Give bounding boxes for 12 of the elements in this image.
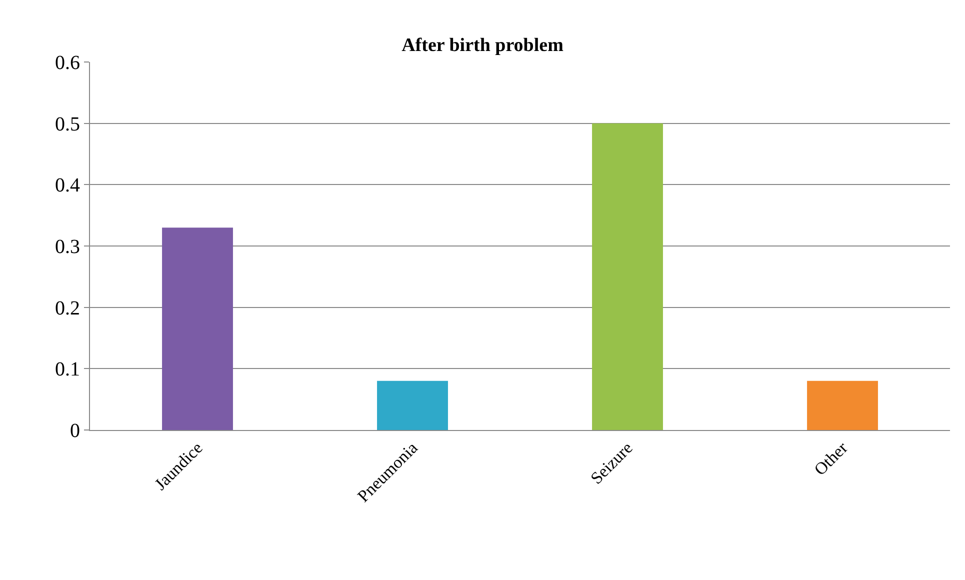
bar bbox=[592, 123, 663, 430]
y-tick-label: 0.2 bbox=[55, 297, 80, 320]
bar bbox=[377, 380, 448, 430]
y-tick-label: 0.6 bbox=[55, 52, 80, 74]
y-tick-label: 0.5 bbox=[55, 113, 80, 136]
y-tick-label: 0.3 bbox=[55, 236, 80, 258]
y-tick-label: 0.4 bbox=[55, 174, 80, 197]
chart-title: After birth problem bbox=[402, 35, 564, 56]
y-tick-label: 0 bbox=[70, 420, 80, 442]
bar bbox=[162, 228, 233, 430]
bar bbox=[807, 380, 878, 430]
y-tick-label: 0.1 bbox=[55, 358, 80, 381]
